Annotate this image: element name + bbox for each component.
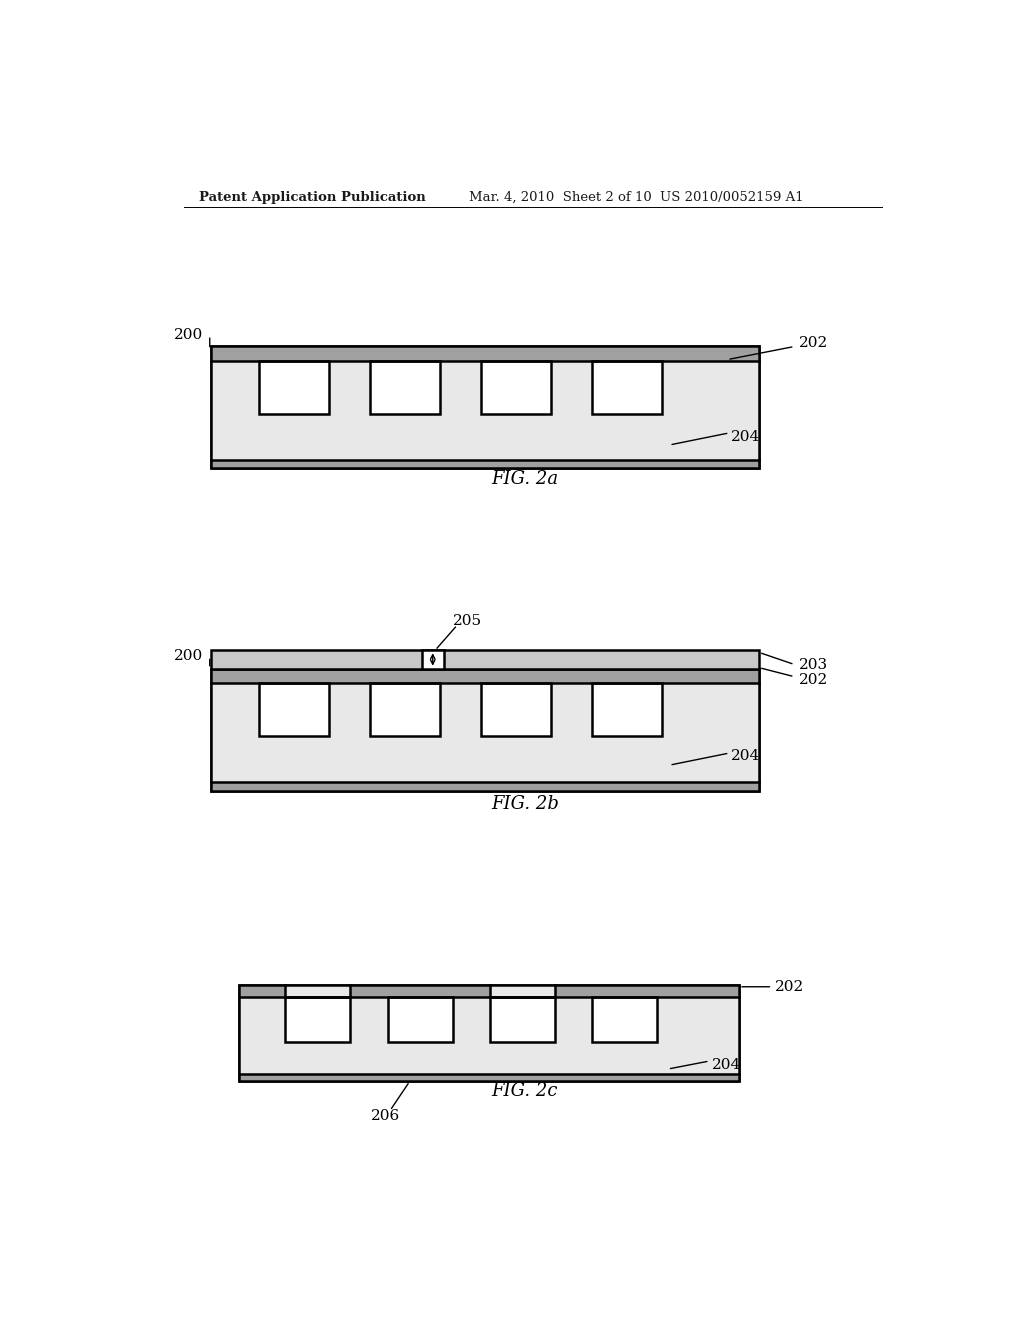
Text: 200: 200	[174, 329, 204, 342]
Text: US 2010/0052159 A1: US 2010/0052159 A1	[659, 190, 804, 203]
Bar	[240, 997, 739, 1074]
Text: 204: 204	[731, 430, 761, 444]
Text: Patent Application Publication: Patent Application Publication	[200, 190, 426, 203]
Bar	[240, 985, 739, 997]
Text: 200: 200	[174, 649, 204, 664]
Bar	[592, 682, 663, 735]
Bar	[211, 669, 759, 791]
Bar	[211, 346, 759, 469]
Bar	[481, 682, 551, 735]
Text: FIG. 2b: FIG. 2b	[490, 795, 559, 813]
Bar	[211, 682, 759, 783]
Bar	[370, 360, 440, 413]
Bar	[240, 985, 739, 1081]
Text: 204: 204	[731, 748, 761, 763]
Text: FIG. 2a: FIG. 2a	[492, 470, 558, 487]
Bar	[259, 682, 329, 735]
Bar	[211, 346, 759, 469]
Bar	[259, 360, 329, 413]
Bar	[211, 346, 759, 360]
Bar	[211, 669, 759, 791]
Bar	[211, 461, 759, 469]
Text: 202: 202	[799, 673, 827, 686]
Text: FIG. 2c: FIG. 2c	[492, 1082, 558, 1101]
Bar	[240, 1074, 739, 1081]
Text: 205: 205	[454, 614, 482, 628]
Bar	[285, 997, 350, 1041]
Text: 203: 203	[799, 657, 827, 672]
Bar	[370, 682, 440, 735]
Bar	[489, 997, 555, 1041]
Text: 206: 206	[371, 1109, 400, 1123]
Bar	[211, 669, 759, 682]
Bar	[481, 360, 551, 413]
Bar	[592, 997, 657, 1041]
Text: 204: 204	[712, 1059, 741, 1072]
Bar	[489, 985, 555, 997]
Text: 202: 202	[799, 337, 827, 350]
Text: 202: 202	[775, 979, 804, 994]
Text: Mar. 4, 2010  Sheet 2 of 10: Mar. 4, 2010 Sheet 2 of 10	[469, 190, 652, 203]
Bar	[211, 360, 759, 461]
Bar	[592, 360, 663, 413]
Bar	[422, 651, 443, 669]
Bar	[285, 985, 350, 997]
Bar	[387, 997, 453, 1041]
Bar	[211, 783, 759, 791]
Bar	[211, 651, 759, 669]
Bar	[240, 985, 739, 1081]
